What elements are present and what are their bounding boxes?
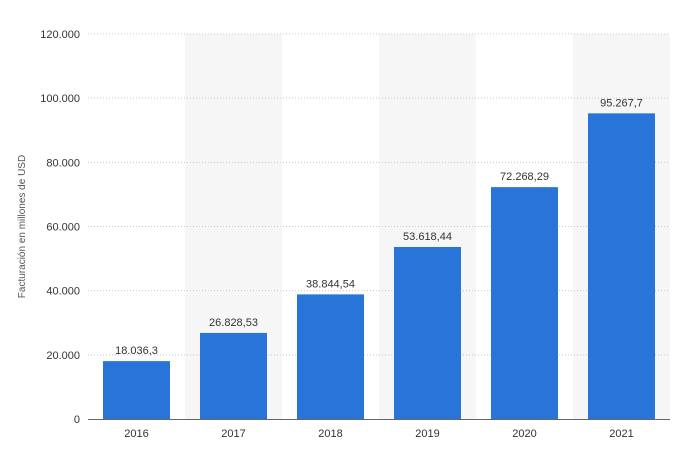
y-tick-label: 60.000 [46,222,80,234]
bar-2017 [200,332,267,419]
data-label-2020: 72.268,29 [500,171,549,183]
y-tick-label: 100.000 [40,93,80,105]
bar-2018 [297,294,364,419]
y-tick-label: 20.000 [46,350,80,362]
y-tick-label: 120.000 [40,29,80,41]
x-tick-label-2020: 2020 [512,428,536,440]
y-axis-title: Facturación en millones de USD [17,155,28,298]
data-label-2021: 95.267,7 [600,97,643,109]
bar-2021 [588,113,655,420]
data-label-2016: 18.036,3 [115,345,158,357]
bar-2016 [103,361,170,419]
x-tick-label-2018: 2018 [318,428,342,440]
x-axis-ticks: 2016 2017 2018 2019 2020 2021 [124,428,633,440]
x-tick-label-2016: 2016 [124,428,148,440]
x-tick-label-2017: 2017 [221,428,245,440]
grid-lines [88,33,670,356]
y-tick-label: 80.000 [46,157,80,169]
x-tick-label-2021: 2021 [609,428,633,440]
data-label-2019: 53.618,44 [403,231,452,243]
y-tick-label: 40.000 [46,286,80,298]
y-tick-label: 0 [74,414,80,426]
bar-2019 [394,246,461,419]
x-tick-label-2019: 2019 [415,428,439,440]
y-axis-ticks: 0 20.000 40.000 60.000 80.000 100.000 120.000 [40,29,80,426]
data-label-2017: 26.828,53 [209,317,258,329]
data-label-2018: 38.844,54 [306,278,355,290]
data-labels: 18.036,3 26.828,53 38.844,54 53.618,44 72.26… [115,97,643,357]
bar-2020 [491,187,558,419]
bars [103,113,655,420]
